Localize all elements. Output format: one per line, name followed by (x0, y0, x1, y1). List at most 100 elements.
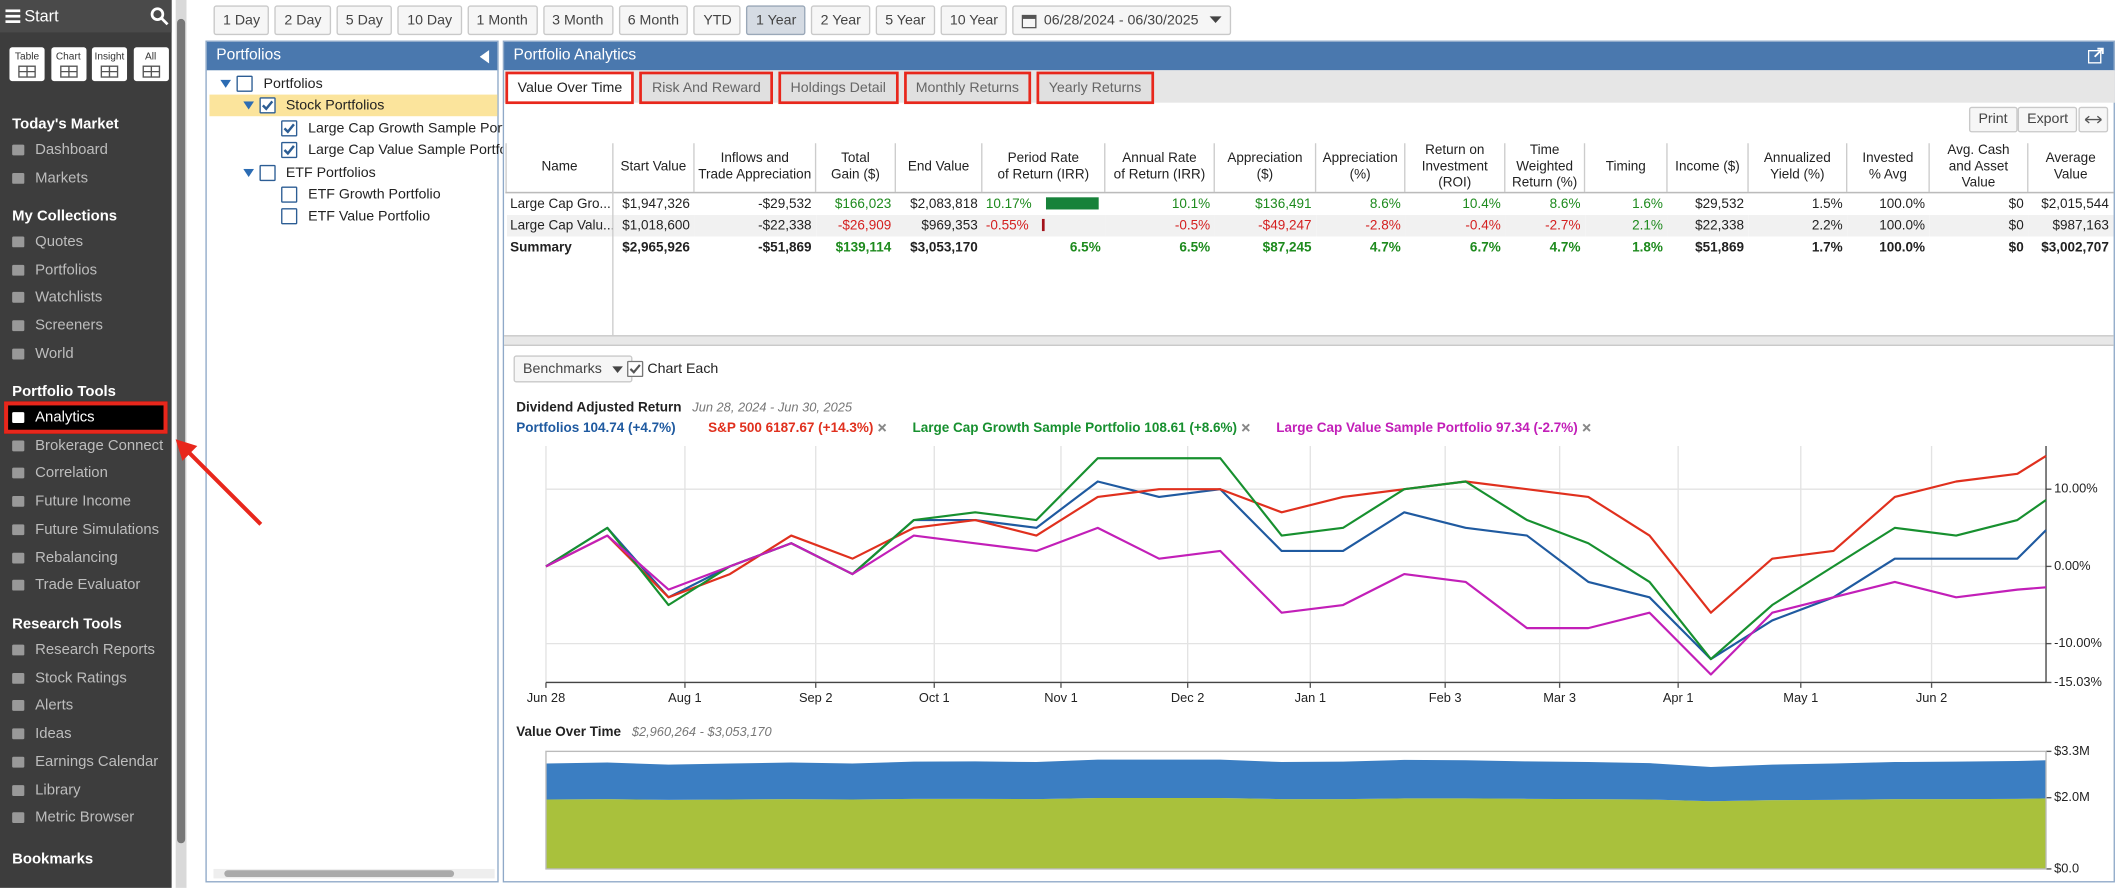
nav-item[interactable]: Dashboard (4, 138, 168, 162)
range-button[interactable]: 5 Day (336, 5, 393, 36)
column-header[interactable]: Total Gain ($) (814, 143, 896, 194)
quick-button[interactable]: Chart (50, 47, 86, 82)
nav-item[interactable]: World (4, 342, 168, 366)
data-table: Name Start Value Inflows and Trade Appreci… (505, 143, 2113, 258)
column-header[interactable]: Avg. Cash and Asset Value (1928, 143, 2028, 194)
checkbox[interactable] (236, 75, 253, 92)
nav-item[interactable]: Markets (4, 166, 168, 190)
range-button[interactable]: 2 Day (274, 5, 331, 36)
quick-button[interactable]: All (133, 47, 169, 82)
nav-label: Portfolios (35, 261, 98, 278)
table-row[interactable]: Large Cap Gro... $1,947,326 -$29,532 $166,0… (506, 193, 2113, 215)
column-header[interactable]: Average Value (2027, 143, 2113, 194)
column-header[interactable]: Period Rate of Return (IRR) (981, 143, 1105, 194)
table-row[interactable]: Summary $2,965,926 -$51,869 $139,114 $3,053,… (506, 236, 2113, 258)
panel-title: Portfolios (216, 47, 282, 64)
nav-icon (12, 144, 25, 156)
nav-item[interactable]: Future Income (4, 489, 168, 513)
range-button[interactable]: 3 Month (542, 5, 613, 36)
tree-row[interactable]: ETF Portfolios (209, 162, 497, 184)
nav-item[interactable]: Screeners (4, 314, 168, 338)
tab[interactable]: Risk And Reward (639, 71, 773, 105)
nav-item[interactable]: Trade Evaluator (4, 573, 168, 597)
nav-item[interactable]: Quotes (4, 230, 168, 254)
range-button[interactable]: 10 Year (940, 5, 1008, 36)
nav-item[interactable]: Earnings Calendar (4, 750, 168, 774)
expand-button[interactable] (2078, 106, 2109, 133)
tab[interactable]: Monthly Returns (903, 71, 1032, 105)
scroll-thumb[interactable] (224, 870, 455, 878)
nav-icon (12, 496, 25, 507)
tree-row[interactable]: Large Cap Growth Sample Portfolio (209, 117, 532, 139)
tree-row[interactable]: Stock Portfolios (209, 95, 498, 117)
nav-item[interactable]: Rebalancing (4, 545, 168, 569)
column-header[interactable]: Inflows and Trade Appreciation (693, 143, 816, 194)
dropdown-caret (612, 365, 624, 373)
tree-row[interactable]: Portfolios (209, 73, 497, 95)
column-header[interactable]: Return on Investment (ROI) (1404, 143, 1505, 194)
date-range-picker[interactable]: 06/28/2024 - 06/30/2025 (1012, 5, 1231, 36)
scroll-thumb[interactable] (177, 18, 186, 844)
range-button[interactable]: 1 Year (746, 5, 806, 36)
action-button[interactable]: Export (2017, 106, 2078, 133)
checkbox[interactable] (627, 360, 644, 378)
checkbox[interactable] (258, 97, 276, 115)
nav-item[interactable]: Alerts (4, 694, 168, 718)
tree-row[interactable]: Large Cap Value Sample Portfolio (209, 139, 522, 161)
nav-item[interactable]: Ideas (4, 722, 168, 746)
checkbox[interactable] (281, 120, 298, 137)
collapse-icon (479, 50, 490, 64)
column-header[interactable]: Start Value (612, 143, 694, 194)
range-button[interactable]: YTD (693, 5, 742, 36)
nav-icon (12, 524, 25, 535)
sidebar-title[interactable]: Start (24, 6, 59, 26)
splitter[interactable] (504, 335, 2114, 346)
nav-item[interactable]: Stock Ratings (4, 666, 168, 690)
nav-label: Research Reports (35, 641, 155, 659)
nav-item[interactable]: Watchlists (4, 286, 168, 310)
range-button[interactable]: 1 Day (213, 5, 270, 36)
tab[interactable]: Holdings Detail (778, 71, 899, 105)
nav-item[interactable]: Metric Browser (4, 806, 168, 830)
column-header[interactable]: Appreciation (%) (1314, 143, 1405, 194)
tab[interactable]: Value Over Time (505, 71, 635, 105)
nav-icon (12, 440, 25, 451)
nav-item[interactable]: Correlation (4, 461, 168, 485)
range-button[interactable]: 5 Year (875, 5, 935, 36)
nav-item[interactable]: Library (4, 778, 168, 802)
tree-row[interactable]: ETF Value Portfolio (209, 206, 497, 228)
action-button[interactable]: Print (1968, 106, 2018, 133)
range-button[interactable]: 10 Day (397, 5, 462, 36)
table-cell: 1.6% (1632, 196, 1663, 212)
nav-item[interactable]: Future Simulations (4, 517, 168, 541)
nav-item[interactable]: Analytics (4, 401, 168, 434)
range-button[interactable]: 1 Month (467, 5, 538, 36)
checkbox[interactable] (258, 164, 276, 181)
checkbox[interactable] (281, 208, 298, 225)
nav-item[interactable]: Research Reports (4, 638, 168, 662)
column-header[interactable]: Invested % Avg (1846, 143, 1930, 194)
quick-button[interactable]: Insight (91, 47, 128, 82)
column-header[interactable]: Time Weighted Return (%) (1504, 143, 1585, 194)
column-header[interactable]: End Value (894, 143, 982, 194)
checkbox[interactable] (281, 186, 298, 203)
nav-item[interactable]: Brokerage Connect (4, 433, 168, 457)
range-button[interactable]: 2 Year (811, 5, 871, 36)
column-header[interactable]: Appreciation ($) (1213, 143, 1316, 194)
table-row[interactable]: Large Cap Valu... $1,018,600 -$22,338 -$26,… (506, 214, 2113, 237)
checkbox[interactable] (281, 142, 298, 159)
column-header[interactable]: Name (505, 143, 613, 194)
nav-icon (12, 728, 25, 740)
range-button[interactable]: 6 Month (618, 5, 689, 36)
table-cell: $0 (2008, 239, 2024, 255)
column-header[interactable]: Annual Rate of Return (IRR) (1104, 143, 1215, 194)
quick-button[interactable]: Table (9, 47, 45, 82)
tab[interactable]: Yearly Returns (1036, 71, 1154, 105)
nav-label: Rebalancing (35, 549, 118, 566)
column-header[interactable]: Income ($) (1666, 143, 1749, 194)
column-header[interactable]: Annualized Yield (%) (1747, 143, 1847, 194)
column-header[interactable]: Timing (1583, 143, 1667, 194)
tree-row[interactable]: ETF Growth Portfolio (209, 184, 497, 206)
nav-item[interactable]: Portfolios (4, 258, 168, 282)
benchmarks-dropdown[interactable]: Benchmarks (513, 355, 633, 383)
